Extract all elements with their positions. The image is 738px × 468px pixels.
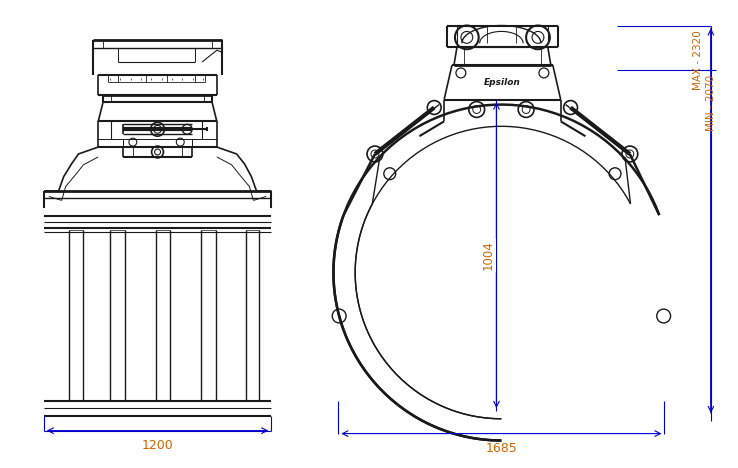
Text: MAX - 2320: MAX - 2320 <box>693 30 703 90</box>
Text: 1685: 1685 <box>486 441 517 454</box>
Text: MIN - 2070: MIN - 2070 <box>706 75 716 132</box>
Text: 1004: 1004 <box>482 241 495 270</box>
Text: Epsilon: Epsilon <box>484 78 521 87</box>
Text: 1200: 1200 <box>142 439 173 452</box>
